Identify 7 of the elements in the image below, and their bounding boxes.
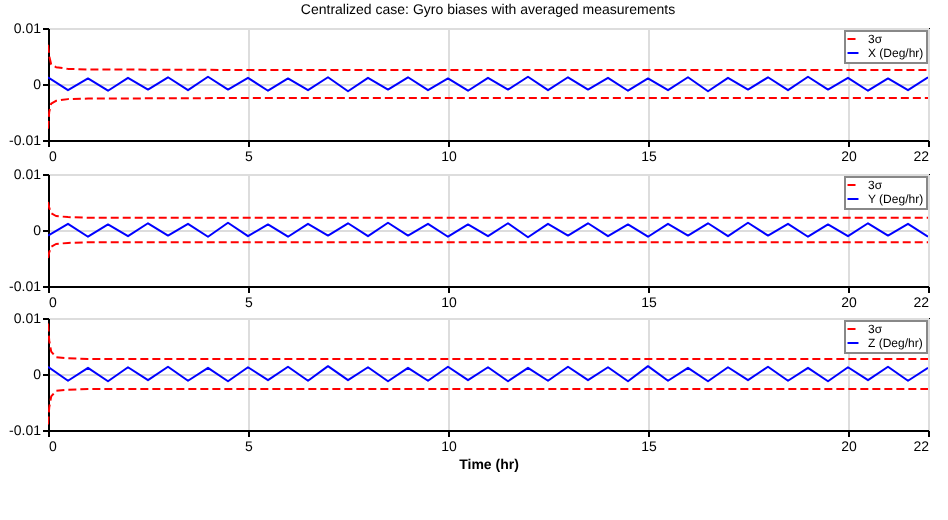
line-series <box>48 221 928 239</box>
line-series <box>48 388 928 426</box>
line-series <box>48 241 928 259</box>
line-series <box>48 43 928 71</box>
line-series <box>48 75 928 93</box>
line-series <box>48 97 928 130</box>
line-series <box>48 365 928 383</box>
